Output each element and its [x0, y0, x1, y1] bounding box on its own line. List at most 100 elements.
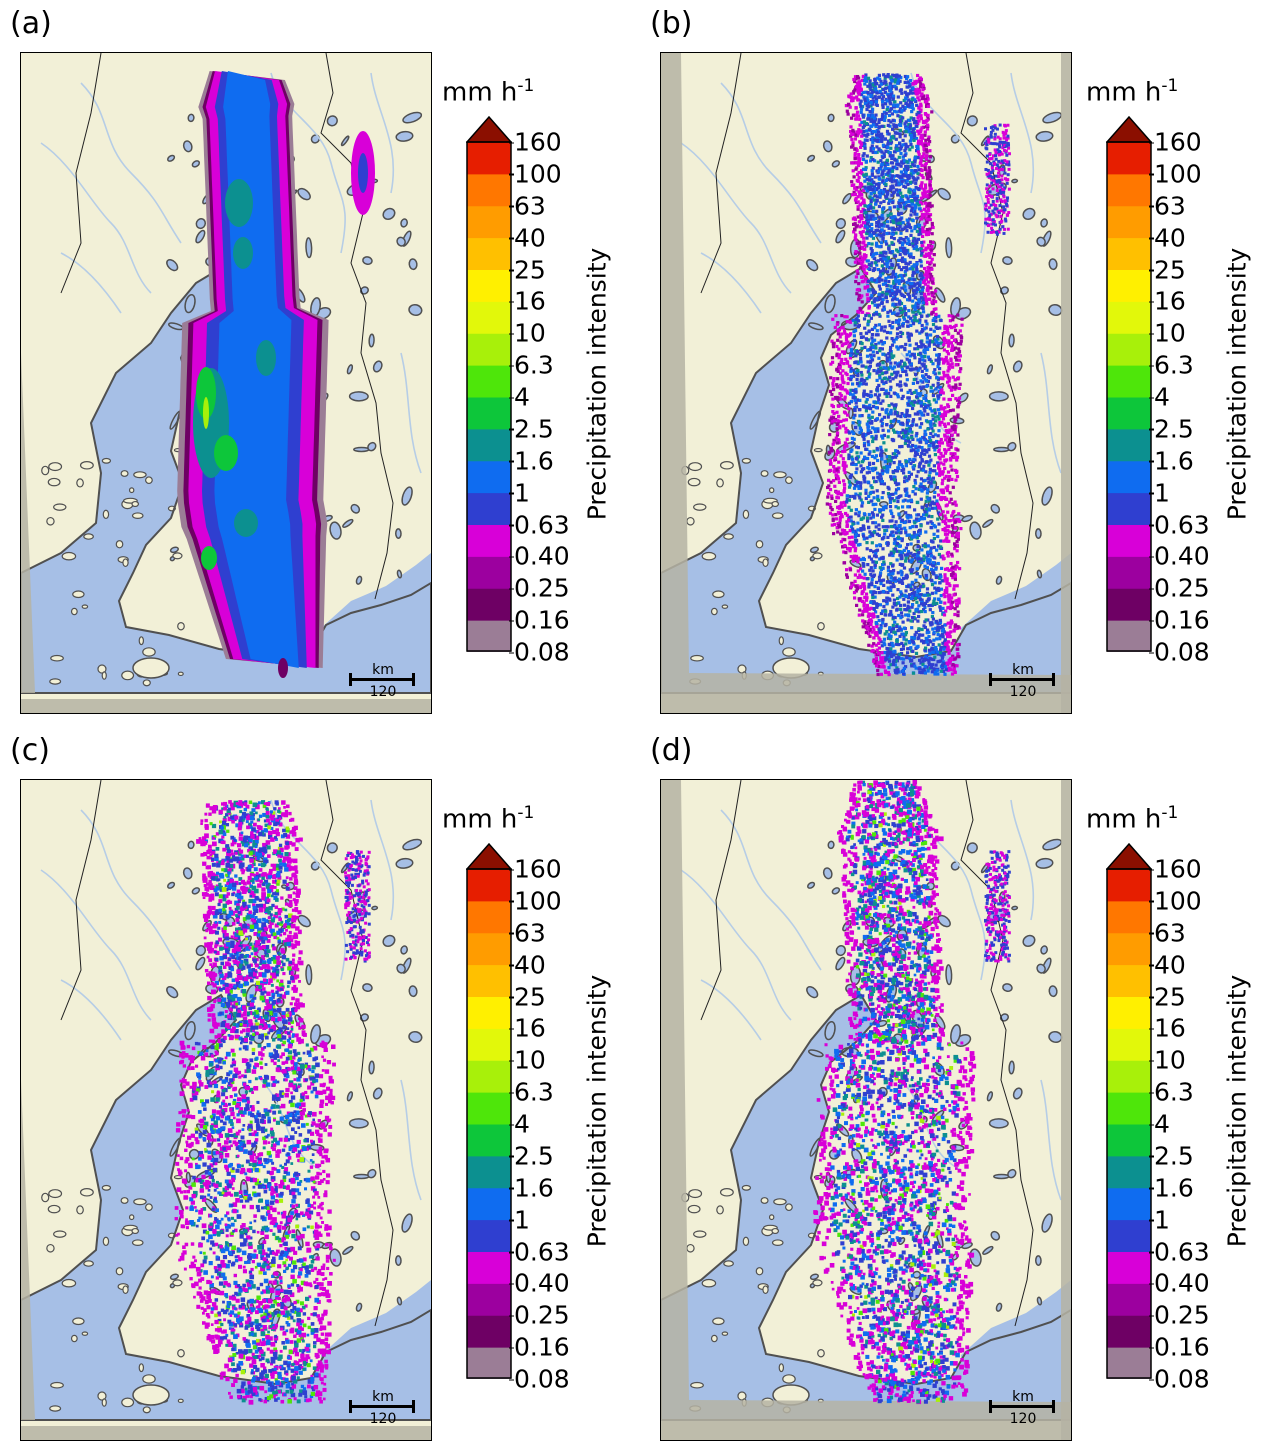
colorbar-segment — [1107, 1219, 1151, 1252]
colorbar-tick-label: 0.40 — [509, 541, 570, 571]
colorbar-segment — [467, 1124, 511, 1157]
colorbar-tick-label: 0.40 — [1149, 1268, 1210, 1298]
panel-c: (c) mm h-1 0.08 0.16 0.25 0.40 0.63 1 1.6 2.5 4 6… — [0, 727, 632, 1454]
colorbar-segment — [467, 1155, 511, 1189]
colorbar-tick-label: 16 — [1149, 1013, 1186, 1043]
precip-map — [20, 779, 432, 1441]
colorbar-tick-label: 100 — [1149, 886, 1202, 916]
panel-b: (b) mm h-1 0.08 0.16 0.25 0.40 0.63 1 1.6 2.5 4 6… — [640, 0, 1265, 727]
colorbar-segment — [467, 142, 511, 175]
colorbar-tick-label: 1.6 — [1149, 446, 1194, 476]
colorbar-segment — [1107, 301, 1151, 334]
colorbar-unit: mm h-1 — [1086, 76, 1179, 108]
colorbar-tick-label: 0.08 — [509, 637, 570, 667]
colorbar-segment — [1107, 932, 1151, 966]
colorbar-tick-label: 1 — [1149, 1205, 1170, 1235]
colorbar-tick-label: 10 — [509, 1045, 546, 1075]
colorbar-tick-label: 0.25 — [1149, 573, 1210, 603]
colorbar-segment — [1107, 269, 1151, 302]
colorbar-tick-label: 1.6 — [1149, 1173, 1194, 1203]
colorbar-tick-label: 0.63 — [1149, 510, 1210, 539]
colorbar-tick-label: 10 — [1149, 1045, 1186, 1075]
colorbar-segment — [467, 620, 511, 652]
colorbar-tick-label: 40 — [1149, 950, 1186, 980]
colorbar-segment — [1107, 428, 1151, 462]
colorbar-segment — [467, 301, 511, 334]
precipitation-field — [174, 800, 371, 1405]
colorbar-tick-label: 6.3 — [509, 350, 554, 380]
colorbar-ticks: 0.08 0.16 0.25 0.40 0.63 1 1.6 2.5 4 6.3 10 16 25 40 6… — [509, 843, 584, 1392]
colorbar-segment — [467, 964, 511, 997]
colorbar-tick-label: 1 — [509, 478, 530, 508]
colorbar-tick-label: 160 — [1149, 127, 1202, 157]
colorbar — [466, 116, 512, 652]
colorbar-segment — [1107, 1347, 1151, 1379]
colorbar-unit: mm h-1 — [442, 76, 535, 108]
colorbar-tick-label: 0.25 — [1149, 1300, 1210, 1330]
colorbar-extend-arrow — [1106, 116, 1152, 143]
colorbar-segment — [1107, 173, 1151, 207]
precip-map — [660, 779, 1072, 1441]
colorbar-segment — [1107, 1155, 1151, 1189]
colorbar-segment — [467, 1315, 511, 1348]
colorbar-tick-label: 2.5 — [509, 1141, 554, 1171]
colorbar-tick-label: 2.5 — [1149, 414, 1194, 444]
colorbar-tick-label: 25 — [509, 255, 546, 284]
colorbar — [1106, 843, 1152, 1379]
colorbar-tick-label: 100 — [509, 159, 562, 189]
colorbar-segment — [1107, 333, 1151, 366]
scale-bar: km 120 — [348, 1389, 418, 1429]
colorbar-segment — [467, 869, 511, 902]
colorbar-segment — [467, 1028, 511, 1061]
colorbar-segment — [1107, 492, 1151, 525]
colorbar-segment — [467, 996, 511, 1029]
colorbar-segment — [467, 556, 511, 589]
colorbar-segment — [1107, 460, 1151, 494]
colorbar-segment — [1107, 397, 1151, 430]
panel-label: (d) — [650, 733, 693, 768]
colorbar-tick-label: 2.5 — [509, 414, 554, 444]
colorbar-segment — [1107, 1092, 1151, 1125]
colorbar-label: Precipitation intensity — [1222, 247, 1252, 521]
colorbar-tick-label: 0.63 — [509, 1237, 570, 1266]
colorbar-segment — [1107, 142, 1151, 175]
scale-value: 120 — [369, 684, 397, 700]
scale-unit: km — [372, 1389, 394, 1405]
colorbar-segment — [467, 492, 511, 525]
colorbar-segment — [1107, 1251, 1151, 1284]
colorbar-tick-label: 0.16 — [1149, 605, 1210, 635]
colorbar-label: Precipitation intensity — [1222, 974, 1252, 1248]
scale-value: 120 — [1009, 684, 1037, 700]
colorbar-tick-label: 10 — [509, 318, 546, 348]
colorbar-segment — [1107, 1124, 1151, 1157]
panel-label: (b) — [650, 6, 693, 41]
colorbar-tick-label: 63 — [1149, 191, 1186, 221]
colorbar-segment — [1107, 869, 1151, 902]
colorbar — [1106, 116, 1152, 652]
colorbar-unit: mm h-1 — [1086, 803, 1179, 835]
colorbar-label: Precipitation intensity — [582, 974, 612, 1248]
colorbar-segment — [467, 428, 511, 462]
scale-value: 120 — [369, 1411, 397, 1427]
colorbar-unit: mm h-1 — [442, 803, 535, 835]
colorbar-tick-label: 16 — [509, 1013, 546, 1043]
colorbar-tick-label: 6.3 — [509, 1077, 554, 1107]
colorbar-tick-label: 100 — [1149, 159, 1202, 189]
colorbar-tick-label: 16 — [1149, 286, 1186, 316]
colorbar-tick-label: 1 — [509, 1205, 530, 1235]
precipitation-field — [813, 780, 1011, 1405]
colorbar-tick-label: 160 — [509, 127, 562, 157]
scale-value: 120 — [1009, 1411, 1037, 1427]
colorbar-tick-label: 25 — [1149, 255, 1186, 284]
colorbar-segment — [1107, 1028, 1151, 1061]
colorbar-tick-label: 0.16 — [509, 1332, 570, 1362]
panel-d: (d) mm h-1 0.08 0.16 0.25 0.40 0.63 1 1.6 2.5 4 6… — [640, 727, 1265, 1454]
colorbar-tick-label: 0.25 — [509, 573, 570, 603]
colorbar-segment — [467, 1187, 511, 1221]
colorbar-segment — [1107, 556, 1151, 589]
panel-a: (a) mm h-1 0.08 0.16 0.25 0.40 0.63 1 1.6 2.5 4 6… — [0, 0, 632, 727]
colorbar-tick-label: 40 — [509, 223, 546, 253]
colorbar-segment — [1107, 524, 1151, 557]
colorbar-tick-label: 0.16 — [509, 605, 570, 635]
colorbar-extend-arrow — [466, 843, 512, 870]
